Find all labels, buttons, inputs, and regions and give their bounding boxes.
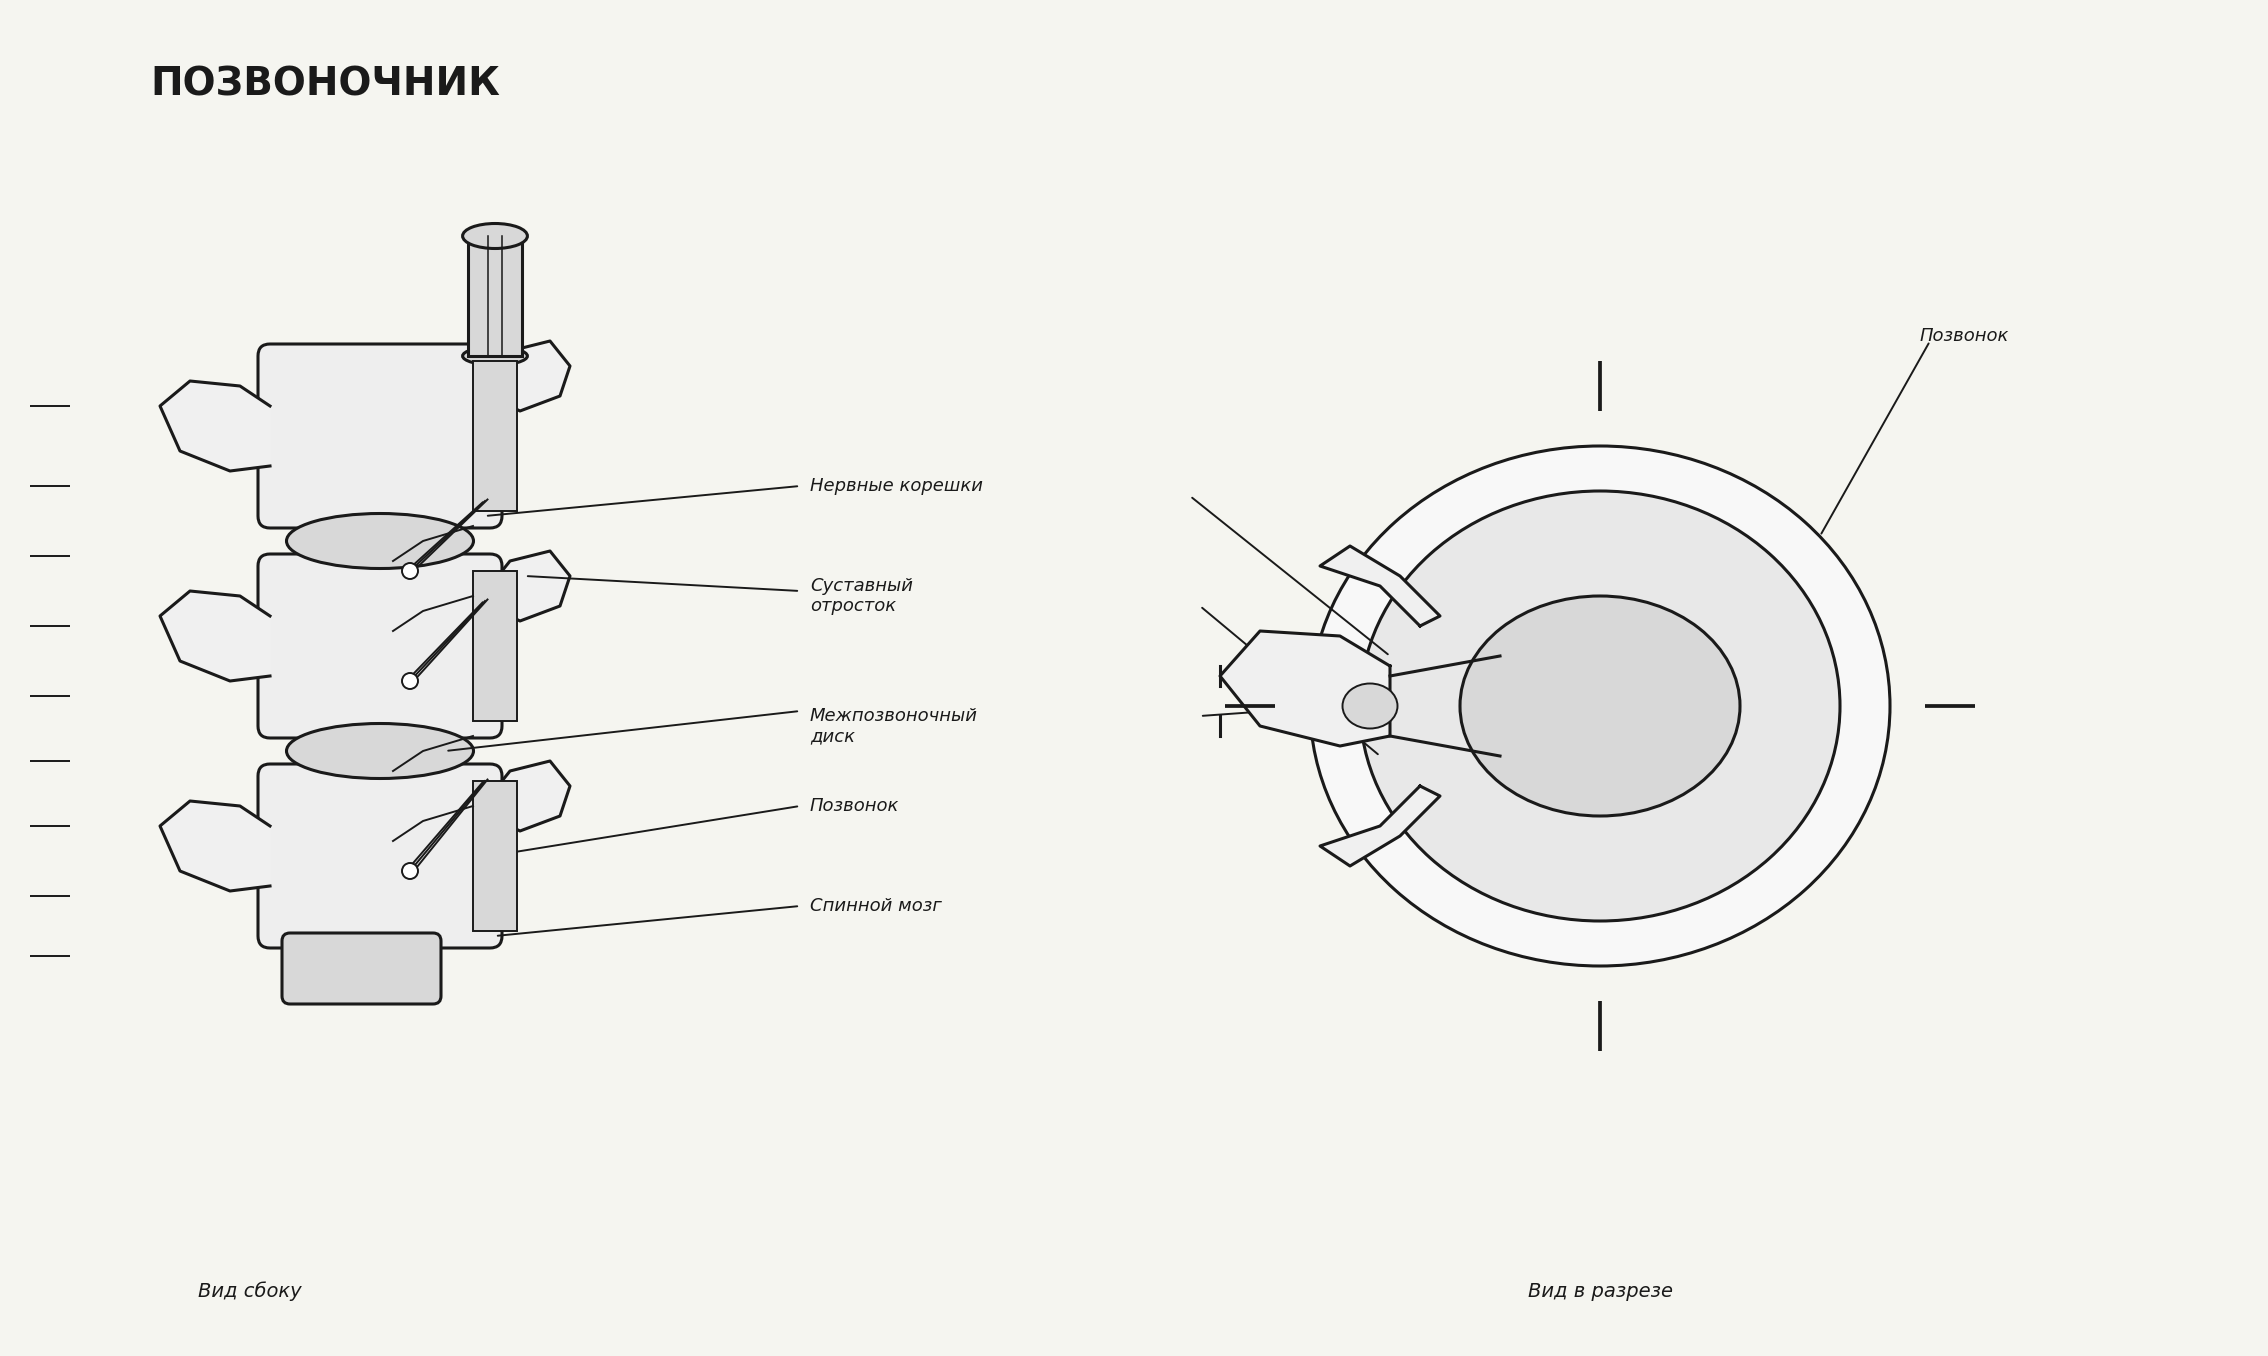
Polygon shape: [490, 761, 569, 831]
Ellipse shape: [1461, 597, 1740, 816]
Text: ПОЗВОНОЧНИК: ПОЗВОНОЧНИК: [150, 66, 499, 104]
FancyBboxPatch shape: [259, 555, 501, 738]
Ellipse shape: [1361, 491, 1839, 921]
Text: Нервные корешки: Нервные корешки: [810, 477, 982, 495]
FancyBboxPatch shape: [259, 763, 501, 948]
Bar: [467, 236, 522, 357]
Text: Спинной мозг: Спинной мозг: [810, 898, 941, 915]
Polygon shape: [161, 801, 270, 891]
Polygon shape: [161, 591, 270, 681]
Polygon shape: [161, 381, 270, 471]
Polygon shape: [1320, 786, 1440, 866]
Polygon shape: [490, 340, 569, 411]
Text: Суставный
отросток: Суставный отросток: [810, 576, 914, 616]
FancyBboxPatch shape: [281, 933, 440, 1003]
Bar: [474, 571, 517, 721]
Ellipse shape: [463, 347, 528, 365]
Polygon shape: [1320, 546, 1440, 626]
Text: Межпозвоночный
диск: Межпозвоночный диск: [810, 706, 978, 746]
Polygon shape: [490, 551, 569, 621]
Polygon shape: [1220, 631, 1390, 746]
Text: Вид сбоку: Вид сбоку: [197, 1281, 302, 1300]
Circle shape: [401, 862, 417, 879]
Circle shape: [401, 673, 417, 689]
Text: Позвонок: Позвонок: [810, 797, 900, 815]
Bar: [474, 361, 517, 511]
Ellipse shape: [1311, 446, 1889, 965]
Ellipse shape: [1343, 683, 1397, 728]
Text: Позвонок: Позвонок: [1921, 327, 2009, 344]
Circle shape: [401, 563, 417, 579]
Ellipse shape: [463, 224, 528, 248]
Text: Вид в разрезе: Вид в разрезе: [1529, 1281, 1672, 1300]
Ellipse shape: [286, 724, 474, 778]
Bar: [474, 781, 517, 932]
Ellipse shape: [286, 514, 474, 568]
FancyBboxPatch shape: [259, 344, 501, 527]
